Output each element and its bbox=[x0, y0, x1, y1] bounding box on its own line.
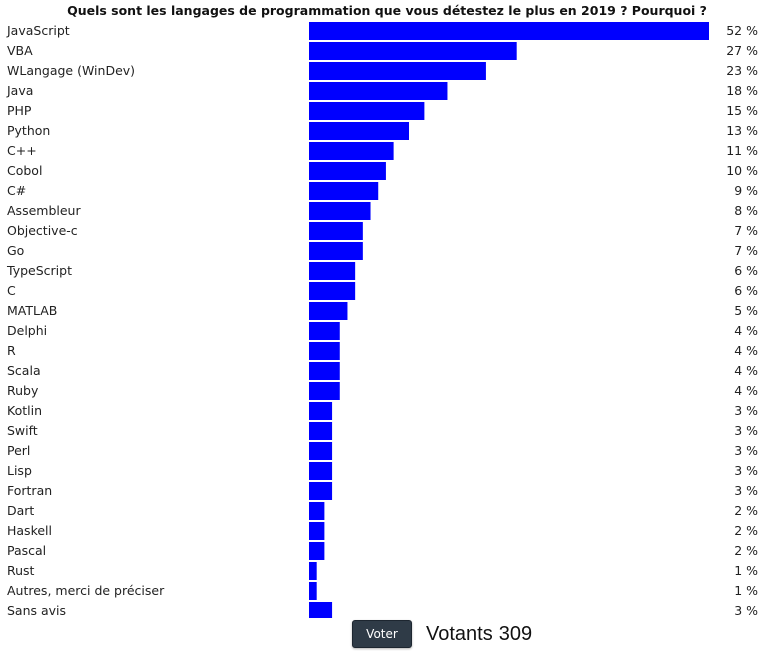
bar bbox=[309, 322, 340, 340]
bar bbox=[309, 462, 333, 480]
category-label: MATLAB bbox=[7, 303, 57, 318]
value-label: 1 % bbox=[734, 583, 758, 598]
bar bbox=[309, 262, 356, 280]
category-label: JavaScript bbox=[6, 23, 70, 38]
poll-title: Quels sont les langages de programmation… bbox=[67, 3, 707, 18]
category-label: PHP bbox=[7, 103, 32, 118]
value-label: 3 % bbox=[734, 423, 758, 438]
bar bbox=[309, 222, 363, 240]
category-label: Objective-c bbox=[7, 223, 78, 238]
bar bbox=[309, 342, 340, 360]
category-label: Swift bbox=[7, 423, 38, 438]
bar bbox=[309, 442, 333, 460]
bar bbox=[309, 522, 325, 540]
value-label: 6 % bbox=[734, 283, 758, 298]
bar bbox=[309, 162, 386, 180]
value-label: 7 % bbox=[734, 243, 758, 258]
category-label: C++ bbox=[7, 143, 37, 158]
category-label: Autres, merci de préciser bbox=[7, 583, 165, 598]
voters-label: Votants bbox=[426, 623, 493, 645]
value-label: 23 % bbox=[726, 63, 758, 78]
bar bbox=[309, 62, 486, 80]
bar-chart: JavaScript 52 % VBA 27 % WLangage (WinDev) 23… bbox=[6, 22, 758, 618]
category-label: Sans avis bbox=[7, 603, 66, 618]
category-label: VBA bbox=[7, 43, 33, 58]
vote-button[interactable]: Voter bbox=[352, 620, 412, 648]
category-label: Fortran bbox=[7, 483, 52, 498]
bar bbox=[309, 242, 363, 260]
bar bbox=[309, 302, 348, 320]
value-label: 1 % bbox=[734, 563, 758, 578]
category-label: Python bbox=[7, 123, 50, 138]
bar bbox=[309, 482, 333, 500]
category-label: C bbox=[7, 283, 16, 298]
bar bbox=[309, 202, 371, 220]
value-label: 2 % bbox=[734, 523, 758, 538]
value-label: 10 % bbox=[726, 163, 758, 178]
bar bbox=[309, 382, 340, 400]
value-label: 13 % bbox=[726, 123, 758, 138]
value-label: 18 % bbox=[726, 83, 758, 98]
category-label: R bbox=[7, 343, 16, 358]
value-label: 4 % bbox=[734, 383, 758, 398]
value-label: 52 % bbox=[726, 23, 758, 38]
category-label: Lisp bbox=[7, 463, 32, 478]
category-label: Ruby bbox=[7, 383, 39, 398]
value-label: 11 % bbox=[726, 143, 758, 158]
value-label: 4 % bbox=[734, 323, 758, 338]
value-label: 3 % bbox=[734, 403, 758, 418]
voters-count-text: Votants 309 bbox=[426, 623, 538, 646]
value-label: 27 % bbox=[726, 43, 758, 58]
bar bbox=[309, 282, 356, 300]
category-label: Dart bbox=[7, 503, 34, 518]
bar bbox=[309, 402, 333, 420]
category-label: Java bbox=[6, 83, 33, 98]
value-label: 3 % bbox=[734, 463, 758, 478]
category-label: C# bbox=[7, 183, 26, 198]
category-label: Cobol bbox=[7, 163, 42, 178]
category-label: Haskell bbox=[7, 523, 52, 538]
value-label: 7 % bbox=[734, 223, 758, 238]
bar bbox=[309, 582, 317, 600]
bar bbox=[309, 502, 325, 520]
value-label: 15 % bbox=[726, 103, 758, 118]
value-label: 3 % bbox=[734, 443, 758, 458]
value-label: 8 % bbox=[734, 203, 758, 218]
category-label: Rust bbox=[7, 563, 35, 578]
bar bbox=[309, 422, 333, 440]
value-label: 3 % bbox=[734, 483, 758, 498]
category-label: WLangage (WinDev) bbox=[7, 63, 135, 78]
value-label: 5 % bbox=[734, 303, 758, 318]
value-label: 3 % bbox=[734, 603, 758, 618]
value-label: 2 % bbox=[734, 543, 758, 558]
bar bbox=[309, 602, 333, 618]
bar bbox=[309, 542, 325, 560]
bar bbox=[309, 42, 517, 60]
bar bbox=[309, 182, 379, 200]
value-label: 4 % bbox=[734, 343, 758, 358]
category-label: Scala bbox=[7, 363, 41, 378]
category-label: Pascal bbox=[7, 543, 46, 558]
category-label: TypeScript bbox=[6, 263, 72, 278]
category-label: Go bbox=[7, 243, 24, 258]
bar bbox=[309, 562, 317, 580]
category-label: Assembleur bbox=[7, 203, 81, 218]
bar bbox=[309, 142, 394, 160]
bar bbox=[309, 102, 425, 120]
category-label: Perl bbox=[7, 443, 30, 458]
category-label: Delphi bbox=[7, 323, 47, 338]
value-label: 4 % bbox=[734, 363, 758, 378]
bar bbox=[309, 22, 709, 40]
voters-count: 309 bbox=[498, 623, 533, 645]
bar bbox=[309, 82, 448, 100]
value-label: 6 % bbox=[734, 263, 758, 278]
bar bbox=[309, 122, 409, 140]
value-label: 9 % bbox=[734, 183, 758, 198]
bar bbox=[309, 362, 340, 380]
value-label: 2 % bbox=[734, 503, 758, 518]
category-label: Kotlin bbox=[7, 403, 42, 418]
